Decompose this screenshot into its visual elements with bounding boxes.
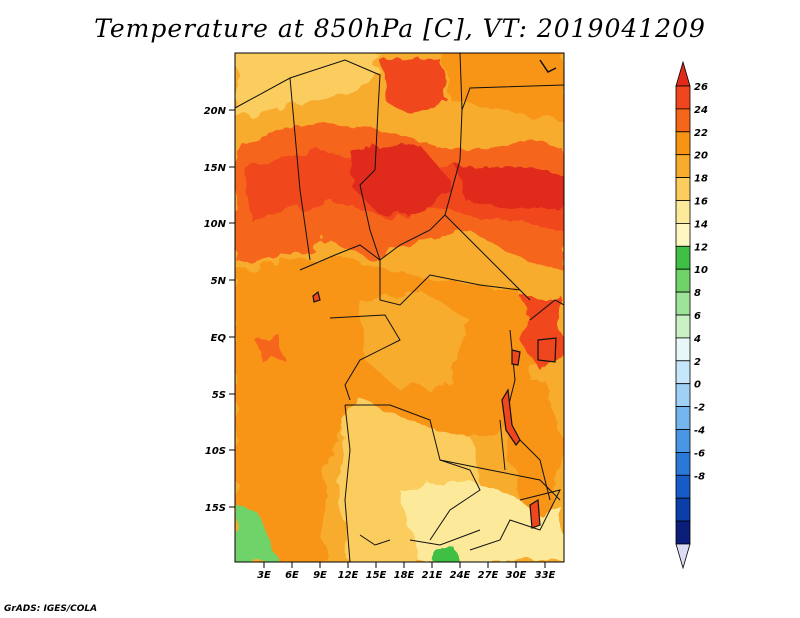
- lat-tick-10N: 10N: [204, 219, 235, 230]
- temperature-field: [235, 53, 564, 562]
- svg-text:33E: 33E: [535, 570, 556, 581]
- svg-text:10S: 10S: [205, 446, 226, 457]
- lon-tick-18E: 18E: [394, 562, 415, 581]
- colorbar-label: 10: [694, 265, 708, 276]
- lakes: [312, 290, 557, 529]
- colorbar-label: 14: [694, 219, 708, 230]
- colorbar-cell: [675, 406, 691, 430]
- colorbar-label: 18: [694, 174, 708, 185]
- svg-text:15N: 15N: [204, 163, 227, 174]
- svg-text:12E: 12E: [338, 570, 359, 581]
- colorbar-cell: [675, 337, 691, 362]
- colorbar-label: -4: [694, 426, 705, 437]
- lat-tick-5S: 5S: [212, 390, 235, 401]
- colorbar-cell: [675, 108, 691, 133]
- svg-text:15S: 15S: [205, 503, 226, 514]
- credit-label: GrADS: IGES/COLA: [4, 604, 98, 614]
- lon-tick-27E: 27E: [478, 562, 499, 581]
- svg-text:20N: 20N: [204, 106, 227, 117]
- lon-tick-24E: 24E: [450, 562, 471, 581]
- svg-text:5S: 5S: [212, 390, 226, 401]
- colorbar-cell: [675, 222, 691, 247]
- lat-tick-20N: 20N: [204, 106, 235, 117]
- lat-axis: 20N 15N 10N 5N EQ 5S 10S 15S: [204, 106, 235, 514]
- colorbar-cell: [675, 497, 691, 522]
- lon-tick-15E: 15E: [366, 562, 387, 581]
- colorbar-label: -6: [694, 448, 705, 459]
- chart-title: Temperature at 850hPa [C], VT: 201904120…: [94, 14, 706, 43]
- lon-tick-12E: 12E: [338, 562, 359, 581]
- colorbar-label: 16: [694, 197, 708, 208]
- lat-tick-EQ: EQ: [211, 333, 235, 344]
- svg-text:EQ: EQ: [211, 333, 227, 344]
- colorbar-label: 6: [694, 311, 701, 322]
- lon-tick-33E: 33E: [535, 562, 556, 581]
- colorbar-label: 12: [694, 242, 708, 253]
- colorbar-lower-arrow: [675, 543, 691, 570]
- colorbar-cell: [675, 154, 691, 178]
- colorbar-label: -2: [694, 403, 705, 414]
- lat-tick-10S: 10S: [205, 446, 235, 457]
- lon-tick-21E: 21E: [422, 562, 443, 581]
- colorbar-cell: [675, 451, 691, 476]
- lon-tick-9E: 9E: [313, 562, 327, 581]
- svg-text:27E: 27E: [478, 570, 499, 581]
- colorbar-label: 8: [694, 288, 701, 299]
- colorbar-label: 20: [694, 151, 708, 162]
- colorbar-cell: [675, 268, 691, 293]
- colorbar-cell: [675, 429, 691, 453]
- colorbar-label: 4: [693, 334, 701, 345]
- colorbar-label: 2: [694, 357, 701, 368]
- lon-axis: 3E 6E 9E 12E 15E 18E 21E 24E 27E 30E 33E: [257, 562, 556, 581]
- lat-tick-15N: 15N: [204, 163, 235, 174]
- colorbar-cell: [675, 177, 691, 201]
- svg-text:21E: 21E: [422, 570, 443, 581]
- colorbar-label: 0: [694, 380, 701, 391]
- colorbar-cell: [675, 520, 691, 545]
- lat-tick-5N: 5N: [211, 276, 235, 287]
- lon-tick-3E: 3E: [257, 562, 271, 581]
- svg-text:5N: 5N: [211, 276, 227, 287]
- svg-text:30E: 30E: [506, 570, 527, 581]
- lon-tick-6E: 6E: [285, 562, 299, 581]
- colorbar-label: -8: [694, 471, 705, 482]
- colorbar-cell: [675, 360, 691, 385]
- svg-text:15E: 15E: [366, 570, 387, 581]
- colorbar-cell: [675, 314, 691, 339]
- colorbar-cell: [675, 383, 691, 408]
- colorbar-cell: [675, 474, 691, 499]
- colorbar-cell: [675, 245, 691, 270]
- svg-text:9E: 9E: [313, 570, 327, 581]
- lon-tick-30E: 30E: [506, 562, 527, 581]
- colorbar-upper-arrow: [675, 60, 691, 87]
- svg-text:24E: 24E: [450, 570, 471, 581]
- map-frame: [234, 52, 565, 563]
- colorbar-label: 24: [694, 105, 708, 116]
- colorbar-cell: [675, 131, 691, 156]
- svg-text:10N: 10N: [204, 219, 227, 230]
- svg-text:18E: 18E: [394, 570, 415, 581]
- colorbar-cell: [675, 200, 691, 224]
- svg-text:3E: 3E: [257, 570, 271, 581]
- country-borders: [235, 53, 564, 562]
- lat-tick-15S: 15S: [205, 503, 235, 514]
- colorbar-label: 22: [694, 128, 708, 139]
- colorbar-cell: [675, 291, 691, 316]
- svg-text:6E: 6E: [285, 570, 299, 581]
- colorbar-label: 26: [694, 82, 708, 93]
- colorbar-cell: [675, 85, 691, 110]
